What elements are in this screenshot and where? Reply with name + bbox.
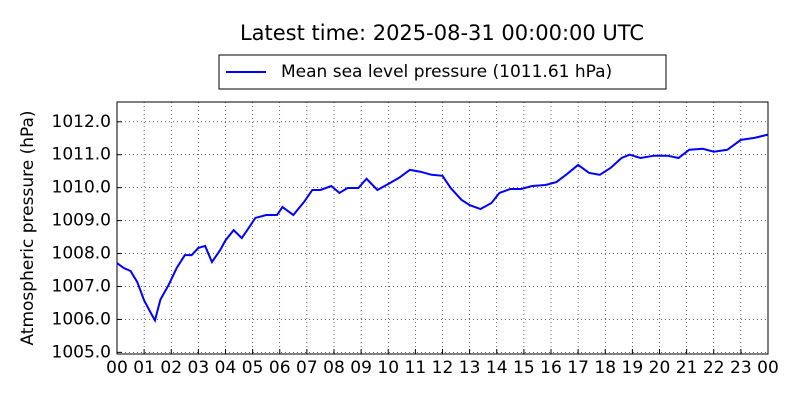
x-tick-label: 07: [296, 358, 318, 378]
x-tick-label: 21: [676, 358, 698, 378]
legend-box: [218, 54, 667, 90]
x-tick-label: 04: [215, 358, 237, 378]
plot-frame: [116, 101, 769, 355]
x-tick-label: 15: [513, 358, 535, 378]
y-tick-label: 1006.0: [52, 309, 111, 329]
line-series: [116, 133, 769, 324]
y-axis-label: Atmospheric pressure (hPa): [18, 110, 38, 345]
x-tick-label: 22: [703, 358, 725, 378]
x-tick-label: 18: [594, 358, 616, 378]
x-tick-label: 00: [106, 358, 128, 378]
x-tick-label: 00: [757, 358, 779, 378]
x-tick-label: 19: [622, 358, 644, 378]
x-tick-label: 20: [649, 358, 671, 378]
x-tick-label: 06: [269, 358, 291, 378]
x-tick-label: 05: [242, 358, 264, 378]
x-tick-label: 03: [188, 358, 210, 378]
y-tick-label: 1007.0: [52, 276, 111, 296]
chart-title: Latest time: 2025-08-31 00:00:00 UTC: [240, 21, 644, 45]
x-tick-label: 23: [730, 358, 752, 378]
y-tick-label: 1009.0: [52, 211, 111, 231]
x-tick-label: 08: [323, 358, 345, 378]
x-tick-label: 13: [459, 358, 481, 378]
x-tick-label: 16: [540, 358, 562, 378]
y-tick-label: 1010.0: [52, 178, 111, 198]
x-tick-label: 10: [377, 358, 399, 378]
x-tick-label: 17: [567, 358, 589, 378]
x-tick-label: 02: [160, 358, 182, 378]
x-tick-label: 01: [133, 358, 155, 378]
y-tick-label: 1008.0: [52, 244, 111, 264]
x-tick-label: 12: [432, 358, 454, 378]
legend-label: Mean sea level pressure (1011.61 hPa): [281, 62, 612, 82]
x-tick-label: 14: [486, 358, 508, 378]
y-tick-label: 1012.0: [52, 112, 111, 132]
x-tick-label: 11: [405, 358, 427, 378]
y-tick-label: 1005.0: [52, 342, 111, 362]
y-tick-label: 1011.0: [52, 145, 111, 165]
x-tick-label: 09: [350, 358, 372, 378]
